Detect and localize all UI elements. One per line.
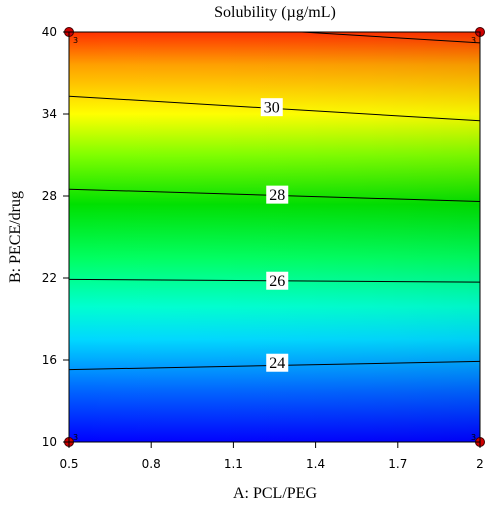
x-tick-label: 0.5 <box>59 457 78 471</box>
y-tick-label: 22 <box>42 271 57 285</box>
design-point-count: 3 <box>471 433 476 442</box>
y-tick-label: 16 <box>42 353 57 367</box>
x-tick-label: 0.8 <box>142 457 161 471</box>
contour-label-26: 26 <box>269 273 285 290</box>
x-tick-label: 1.7 <box>388 457 407 471</box>
x-tick-label: 1.1 <box>224 457 243 471</box>
x-tick-label: 2 <box>476 457 484 471</box>
contour-label-bg <box>260 98 283 117</box>
plot-area: 24 26 28 30 3 3 3 3 <box>64 27 485 447</box>
design-point-count: 3 <box>73 36 78 45</box>
y-tick-label: 10 <box>42 435 57 449</box>
y-tick-label: 40 <box>42 25 57 39</box>
x-axis-label: A: PCL/PEG <box>233 485 317 502</box>
x-axis: 0.5 0.8 1.1 1.4 1.7 2 <box>59 442 484 471</box>
contour-label-28: 28 <box>269 187 285 204</box>
contour-line-32 <box>301 31 481 44</box>
plot-frame <box>68 31 481 443</box>
y-tick-label: 34 <box>42 107 57 121</box>
contour-label-24: 24 <box>269 355 285 372</box>
y-axis-label: B: PECE/drug <box>7 191 24 283</box>
contour-fill-shade <box>69 32 480 442</box>
contour-label-30: 30 <box>264 100 280 117</box>
x-tick-label: 1.4 <box>306 457 325 471</box>
contour-label-bg <box>266 353 289 372</box>
design-point-count: 3 <box>73 433 78 442</box>
contour-labels: 24 26 28 30 <box>260 98 289 372</box>
design-point-count: 3 <box>471 36 476 45</box>
contour-label-bg <box>266 271 289 290</box>
chart-title: Solubility (µg/mL) <box>214 4 336 21</box>
y-tick-label: 28 <box>42 189 57 203</box>
contour-label-bg <box>266 185 289 204</box>
y-axis: 10 16 22 28 34 40 <box>42 25 69 449</box>
